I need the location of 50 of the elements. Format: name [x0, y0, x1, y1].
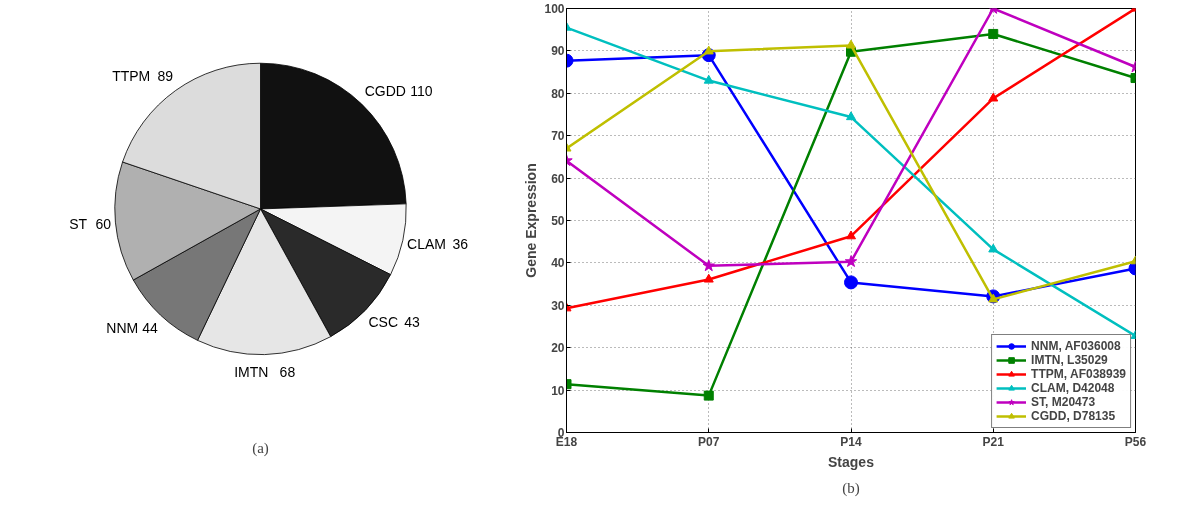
y-tick-label: 50 — [551, 214, 565, 228]
y-tick-label: 80 — [551, 86, 565, 101]
point — [846, 39, 856, 49]
point — [988, 243, 999, 253]
point — [844, 275, 858, 290]
legend-label: CLAM, D42048 — [1031, 381, 1115, 395]
text: (a) — [252, 439, 269, 457]
slice-label: NNM — [106, 320, 139, 337]
slice-label: CGDD — [364, 83, 406, 100]
data-label: 36 — [452, 236, 469, 253]
y-tick-label: 100 — [544, 2, 565, 16]
x-tick-label: P56 — [1124, 434, 1147, 449]
data-label: 68 — [279, 364, 296, 381]
legend-label: CGDD, D78135 — [1031, 409, 1116, 423]
data-label: 89 — [157, 68, 174, 85]
point — [988, 92, 999, 102]
slice-label: CLAM — [407, 236, 446, 253]
y-tick-label: 60 — [551, 171, 565, 186]
point — [988, 293, 999, 303]
legend-label: ST, M20473 — [1031, 395, 1096, 409]
data-label: 44 — [142, 320, 158, 337]
y-tick-label: 20 — [551, 341, 565, 356]
data-label: 110 — [410, 83, 433, 100]
legend-label: NNM, AF036008 — [1031, 339, 1121, 353]
y-tick-label: 90 — [551, 44, 565, 59]
point — [703, 390, 714, 401]
data-label: 43 — [404, 314, 421, 331]
data-label: 60 — [95, 215, 112, 232]
point — [988, 28, 999, 39]
y-tick-label: 10 — [551, 383, 565, 398]
legend-label: IMTN, L35029 — [1031, 353, 1108, 367]
x-axis-title: Stages — [828, 453, 875, 470]
y-tick-label: 70 — [551, 129, 565, 144]
slice-label: IMTN — [234, 364, 269, 381]
slice-label: TTPM — [112, 68, 151, 85]
slice-label: ST — [69, 215, 88, 232]
x-tick-label: P14 — [840, 434, 862, 449]
point — [703, 74, 714, 84]
y-tick-label: 30 — [551, 298, 565, 313]
slice-label: CSC — [368, 314, 399, 331]
point — [846, 230, 856, 240]
y-tick-label: 40 — [551, 256, 565, 271]
point — [703, 273, 714, 283]
point — [846, 111, 856, 121]
x-tick-label: P07 — [698, 434, 720, 449]
y-axis-title: Gene Expression — [523, 163, 540, 278]
legend-label: TTPM, AF038939 — [1031, 367, 1126, 381]
x-tick-label: P21 — [982, 434, 1005, 449]
point — [703, 45, 714, 55]
text: (b) — [842, 479, 860, 497]
